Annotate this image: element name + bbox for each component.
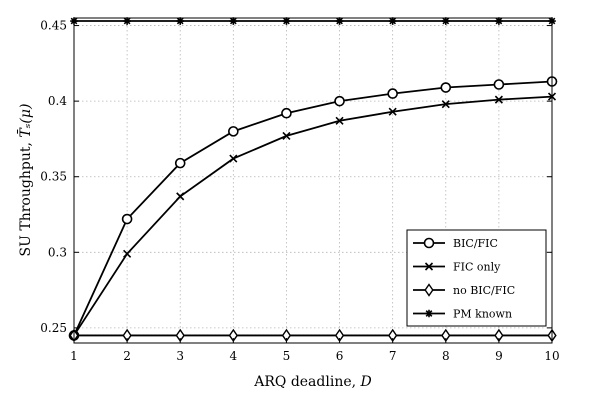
marker-circle xyxy=(281,107,292,119)
legend: BIC/FIC FIC only no BIC/FIC PM known xyxy=(406,229,547,327)
y-tick-label: 0.45 xyxy=(40,19,67,33)
x-tick-label: 9 xyxy=(495,349,503,363)
marker-circle xyxy=(440,82,452,93)
y-tick-label: 0.35 xyxy=(40,170,67,184)
y-tick-label: 0.3 xyxy=(48,245,67,259)
legend-entry: no BIC/FIC xyxy=(413,283,515,297)
legend-label: FIC only xyxy=(453,261,501,274)
x-tick-label: 8 xyxy=(442,349,450,363)
y-axis-label: SU Throughput, T̄ₛ(μ) xyxy=(16,104,34,257)
marker-diamond xyxy=(424,283,434,297)
marker-x xyxy=(424,262,434,271)
legend-entry: FIC only xyxy=(413,261,501,274)
series-fic-only xyxy=(69,92,557,340)
marker-x xyxy=(176,192,185,201)
series-line xyxy=(73,95,553,336)
x-tick-label: 2 xyxy=(123,349,131,363)
x-tick-label: 10 xyxy=(544,349,559,363)
legend-label: no BIC/FIC xyxy=(453,284,515,297)
x-tick-label: 3 xyxy=(176,349,184,363)
marker-x xyxy=(388,107,397,116)
ticks: 1 2 3 4 5 6 7 8 9 10 0.25 0.3 0.35 0.4 0.45 xyxy=(40,18,560,363)
y-axis-variable: T̄ₛ(μ) xyxy=(16,104,34,138)
x-tick-label: 6 xyxy=(336,349,344,363)
y-tick-label: 0.25 xyxy=(40,321,67,335)
marker-circle xyxy=(493,79,505,90)
marker-circle xyxy=(121,213,133,225)
marker-x xyxy=(494,95,503,104)
legend-label: BIC/FIC xyxy=(453,237,498,250)
marker-x xyxy=(123,249,132,258)
marker-circle xyxy=(228,126,239,137)
series-layer xyxy=(68,17,558,343)
marker-circle xyxy=(174,157,186,169)
x-axis-variable: D xyxy=(360,374,372,390)
marker-x xyxy=(229,154,238,163)
y-tick-label: 0.4 xyxy=(48,94,67,108)
x-tick-label: 1 xyxy=(70,349,78,363)
marker-circle xyxy=(334,95,345,107)
marker-x xyxy=(282,131,291,140)
plot-frame xyxy=(73,17,553,344)
marker-star xyxy=(425,309,433,318)
x-axis-label: ARQ deadline, D xyxy=(253,374,372,390)
x-tick-label: 5 xyxy=(283,349,291,363)
marker-x xyxy=(335,116,344,125)
legend-label: PM known xyxy=(453,308,512,321)
series-line xyxy=(73,80,553,336)
marker-circle xyxy=(387,88,398,99)
x-tick-label: 4 xyxy=(230,349,238,363)
x-tick-label: 7 xyxy=(389,349,397,363)
legend-entry: BIC/FIC xyxy=(413,237,498,250)
marker-circle xyxy=(423,237,435,249)
marker-x xyxy=(441,100,450,109)
legend-entry: PM known xyxy=(413,308,512,321)
